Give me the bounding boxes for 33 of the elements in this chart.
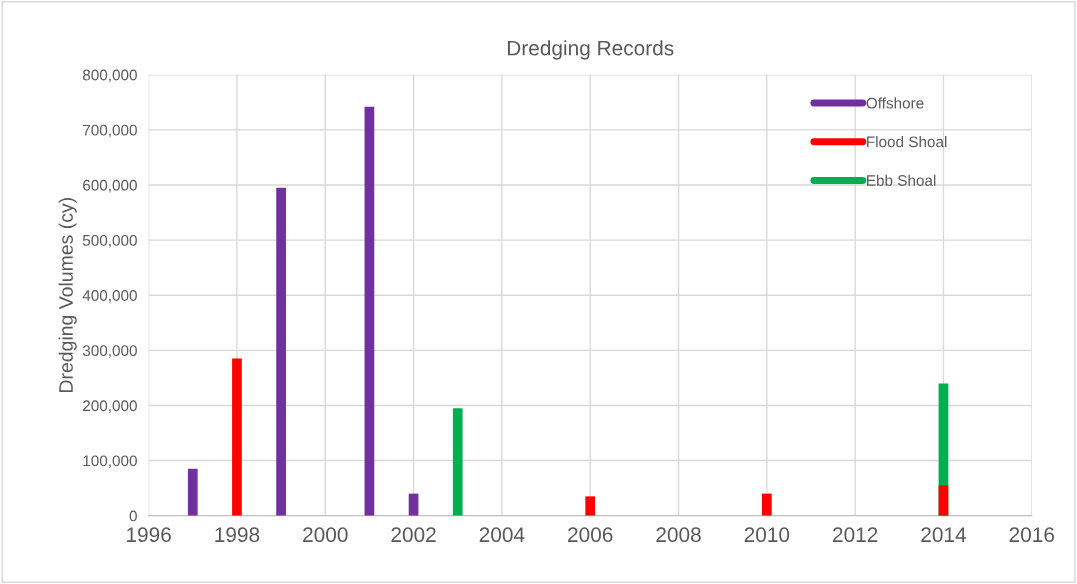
y-tick-label: 800,000 (82, 69, 137, 83)
x-tick-label: 2008 (656, 527, 701, 543)
x-tick-label: 2002 (391, 527, 436, 543)
x-tick-label: 2006 (568, 527, 613, 543)
y-tick-label: 400,000 (82, 290, 137, 303)
bar (232, 358, 242, 516)
y-tick-label: 300,000 (82, 345, 137, 358)
legend-label: Ebb Shoal (867, 174, 936, 186)
y-tick-label: 600,000 (83, 179, 137, 193)
bar (938, 485, 949, 516)
x-tick-label: 2016 (1009, 527, 1055, 543)
x-tick-label: 2010 (744, 527, 790, 543)
y-axis-title: Dredging Volumes (cy) (58, 198, 77, 392)
y-tick-label: 100,000 (83, 455, 137, 469)
x-tick-label: 2014 (921, 527, 967, 543)
y-tick-label: 0 (129, 510, 137, 522)
y-tick-label: 700,000 (83, 124, 137, 138)
bar (364, 106, 375, 516)
x-tick-label: 1998 (215, 527, 260, 543)
bar (761, 493, 772, 516)
y-tick-label: 500,000 (82, 234, 137, 248)
x-tick-label: 2012 (833, 527, 878, 543)
chart-title: Dredging Records (507, 40, 674, 60)
x-tick-label: 1996 (127, 527, 171, 543)
bar (276, 187, 286, 516)
bar (585, 496, 596, 516)
x-tick-label: 2000 (303, 527, 348, 543)
legend-label: Flood Shoal (867, 136, 947, 148)
bar (187, 468, 198, 516)
x-tick-label: 2004 (479, 527, 525, 543)
bar (452, 408, 463, 516)
y-tick-label: 200,000 (83, 400, 137, 413)
legend-label: Offshore (866, 97, 924, 109)
